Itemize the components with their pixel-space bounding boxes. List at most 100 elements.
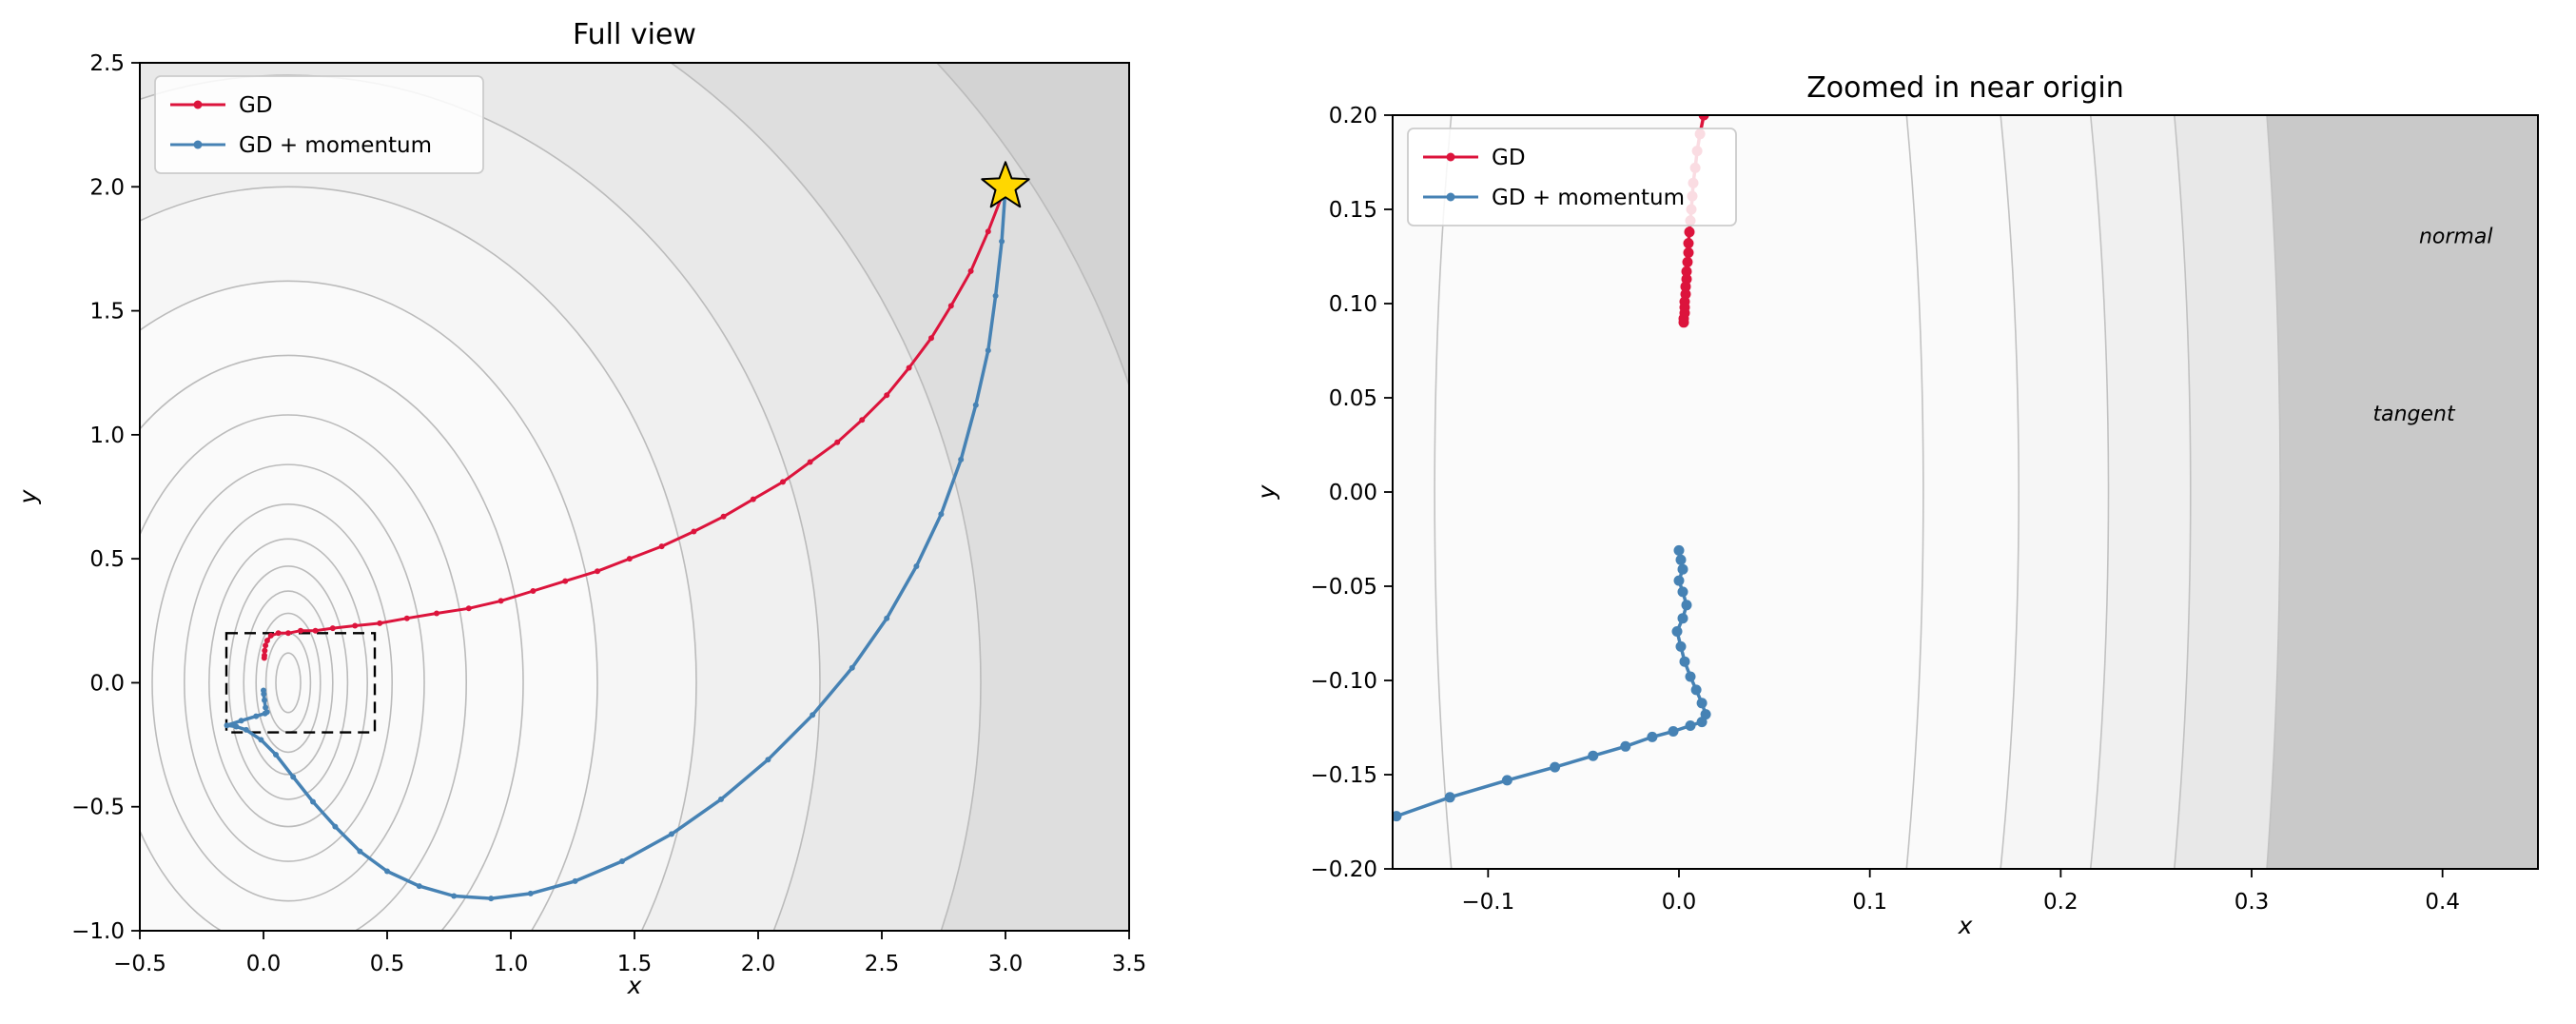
y-axis-label: y [1253, 483, 1280, 500]
contour-line [243, 590, 334, 776]
legend-label: GD [1492, 146, 1526, 170]
x-tick-label: 2.5 [865, 952, 900, 976]
annotation-tangent: tangent [2373, 403, 2456, 426]
contour-line [140, 280, 598, 931]
marker-dot [310, 798, 316, 805]
marker-dot [572, 877, 578, 884]
marker-dot [985, 347, 991, 354]
marker-dot [465, 605, 472, 612]
marker-dot [626, 556, 633, 562]
marker-dot [1620, 740, 1631, 752]
legend-marker-sample [1446, 152, 1455, 162]
y-tick-label: 1.5 [89, 300, 125, 325]
full-view-chart: −0.5 0.0 0.5 1.0 1.5 2.0 2.5 3.0 3.5 −1.0 −0.5 0.0 0… [14, 18, 1146, 999]
y-tick-label: 2.0 [89, 175, 125, 200]
marker-dot [669, 831, 674, 837]
x-tick-label: 1.5 [617, 952, 653, 976]
contour-line [140, 414, 467, 931]
marker-dot [263, 704, 269, 711]
contour-line [2000, 115, 2020, 869]
marker-dot [384, 868, 390, 875]
marker-dot [253, 713, 260, 719]
gd-momentum-series [1393, 544, 1711, 822]
marker-dot [451, 893, 458, 899]
marker-dot [1698, 115, 1709, 121]
x-tick-label: 0.2 [2043, 890, 2078, 915]
contour-line [1434, 115, 1924, 869]
marker-dot [312, 627, 319, 634]
x-tick-label: 2.0 [741, 952, 776, 976]
marker-dot [262, 697, 267, 703]
x-tick-label: 0.1 [1852, 890, 1887, 915]
marker-dot [1677, 613, 1688, 624]
marker-dot [985, 228, 991, 235]
contour-line [140, 354, 524, 931]
marker-dot [807, 459, 813, 465]
contour-lines [140, 63, 1129, 931]
y-axis-ticks: −0.20 −0.15 −0.10 −0.05 0.00 0.05 0.10 0.15 0.20 [1311, 104, 1393, 882]
y-axis-label: y [14, 488, 42, 504]
marker-dot [1690, 684, 1702, 696]
marker-dot [720, 513, 727, 520]
chart-title: Zoomed in near origin [1806, 71, 2124, 105]
x-tick-label: 0.5 [370, 952, 405, 976]
y-tick-label: 0.00 [1329, 481, 1377, 505]
marker-dot [884, 392, 890, 399]
y-tick-label: 0.5 [89, 547, 125, 572]
marker-dot [267, 632, 274, 639]
legend-entry-gd-momentum: GD + momentum [170, 133, 432, 158]
marker-dot [1675, 640, 1687, 652]
marker-dot [263, 638, 270, 644]
contour-line [140, 74, 821, 931]
contour-line [227, 565, 349, 800]
marker-dot [1588, 750, 1599, 761]
legend-entry-gd: GD [170, 93, 273, 118]
contour-line [2266, 115, 2281, 869]
marker-dot [1681, 600, 1692, 611]
marker-dot [999, 238, 1005, 245]
legend-box [154, 75, 484, 174]
x-tick-label: −0.5 [113, 952, 166, 976]
marker-dot [884, 615, 890, 621]
y-tick-label: −0.5 [71, 796, 125, 820]
legend-marker-sample [193, 100, 203, 109]
y-tick-label: 0.05 [1329, 386, 1377, 411]
legend-entry-gd-momentum: GD + momentum [1423, 186, 1685, 210]
marker-dot [261, 687, 266, 694]
marker-dot [403, 615, 410, 621]
contour-line [151, 463, 425, 902]
x-tick-label: 0.0 [246, 952, 282, 976]
legend-label: GD [239, 93, 273, 118]
marker-dot [1682, 256, 1693, 267]
marker-dot [498, 598, 504, 604]
marker-dot [273, 752, 279, 758]
y-tick-label: 0.20 [1329, 104, 1377, 128]
contour-lines [1434, 115, 2281, 869]
marker-dot [780, 479, 786, 485]
contour-fill-band [1434, 115, 1923, 869]
marker-dot [1675, 554, 1687, 565]
legend-marker-sample [1446, 192, 1455, 202]
marker-dot [1678, 317, 1689, 328]
marker-dot [329, 625, 336, 632]
full-view-plot: −0.5 0.0 0.5 1.0 1.5 2.0 2.5 3.0 3.5 −1.0 −0.5 0.0 0… [0, 0, 1180, 1020]
y-tick-label: −0.05 [1311, 575, 1377, 600]
marker-dot [913, 563, 920, 569]
contour-fill-band [140, 281, 597, 931]
marker-dot [290, 774, 297, 780]
marker-dot [658, 543, 665, 550]
marker-dot [1685, 720, 1696, 731]
plot-area [1393, 115, 2538, 869]
marker-dot [938, 511, 945, 518]
marker-dot [1673, 575, 1685, 586]
marker-dot [357, 848, 363, 855]
contour-line [184, 503, 393, 862]
marker-dot [1668, 726, 1679, 737]
marker-dot [1685, 671, 1696, 682]
marker-dot [377, 620, 383, 626]
marker-dot [1700, 709, 1711, 720]
marker-dot [243, 726, 249, 733]
contour-line [208, 538, 368, 828]
marker-dot [562, 578, 569, 584]
marker-dot [527, 890, 534, 896]
